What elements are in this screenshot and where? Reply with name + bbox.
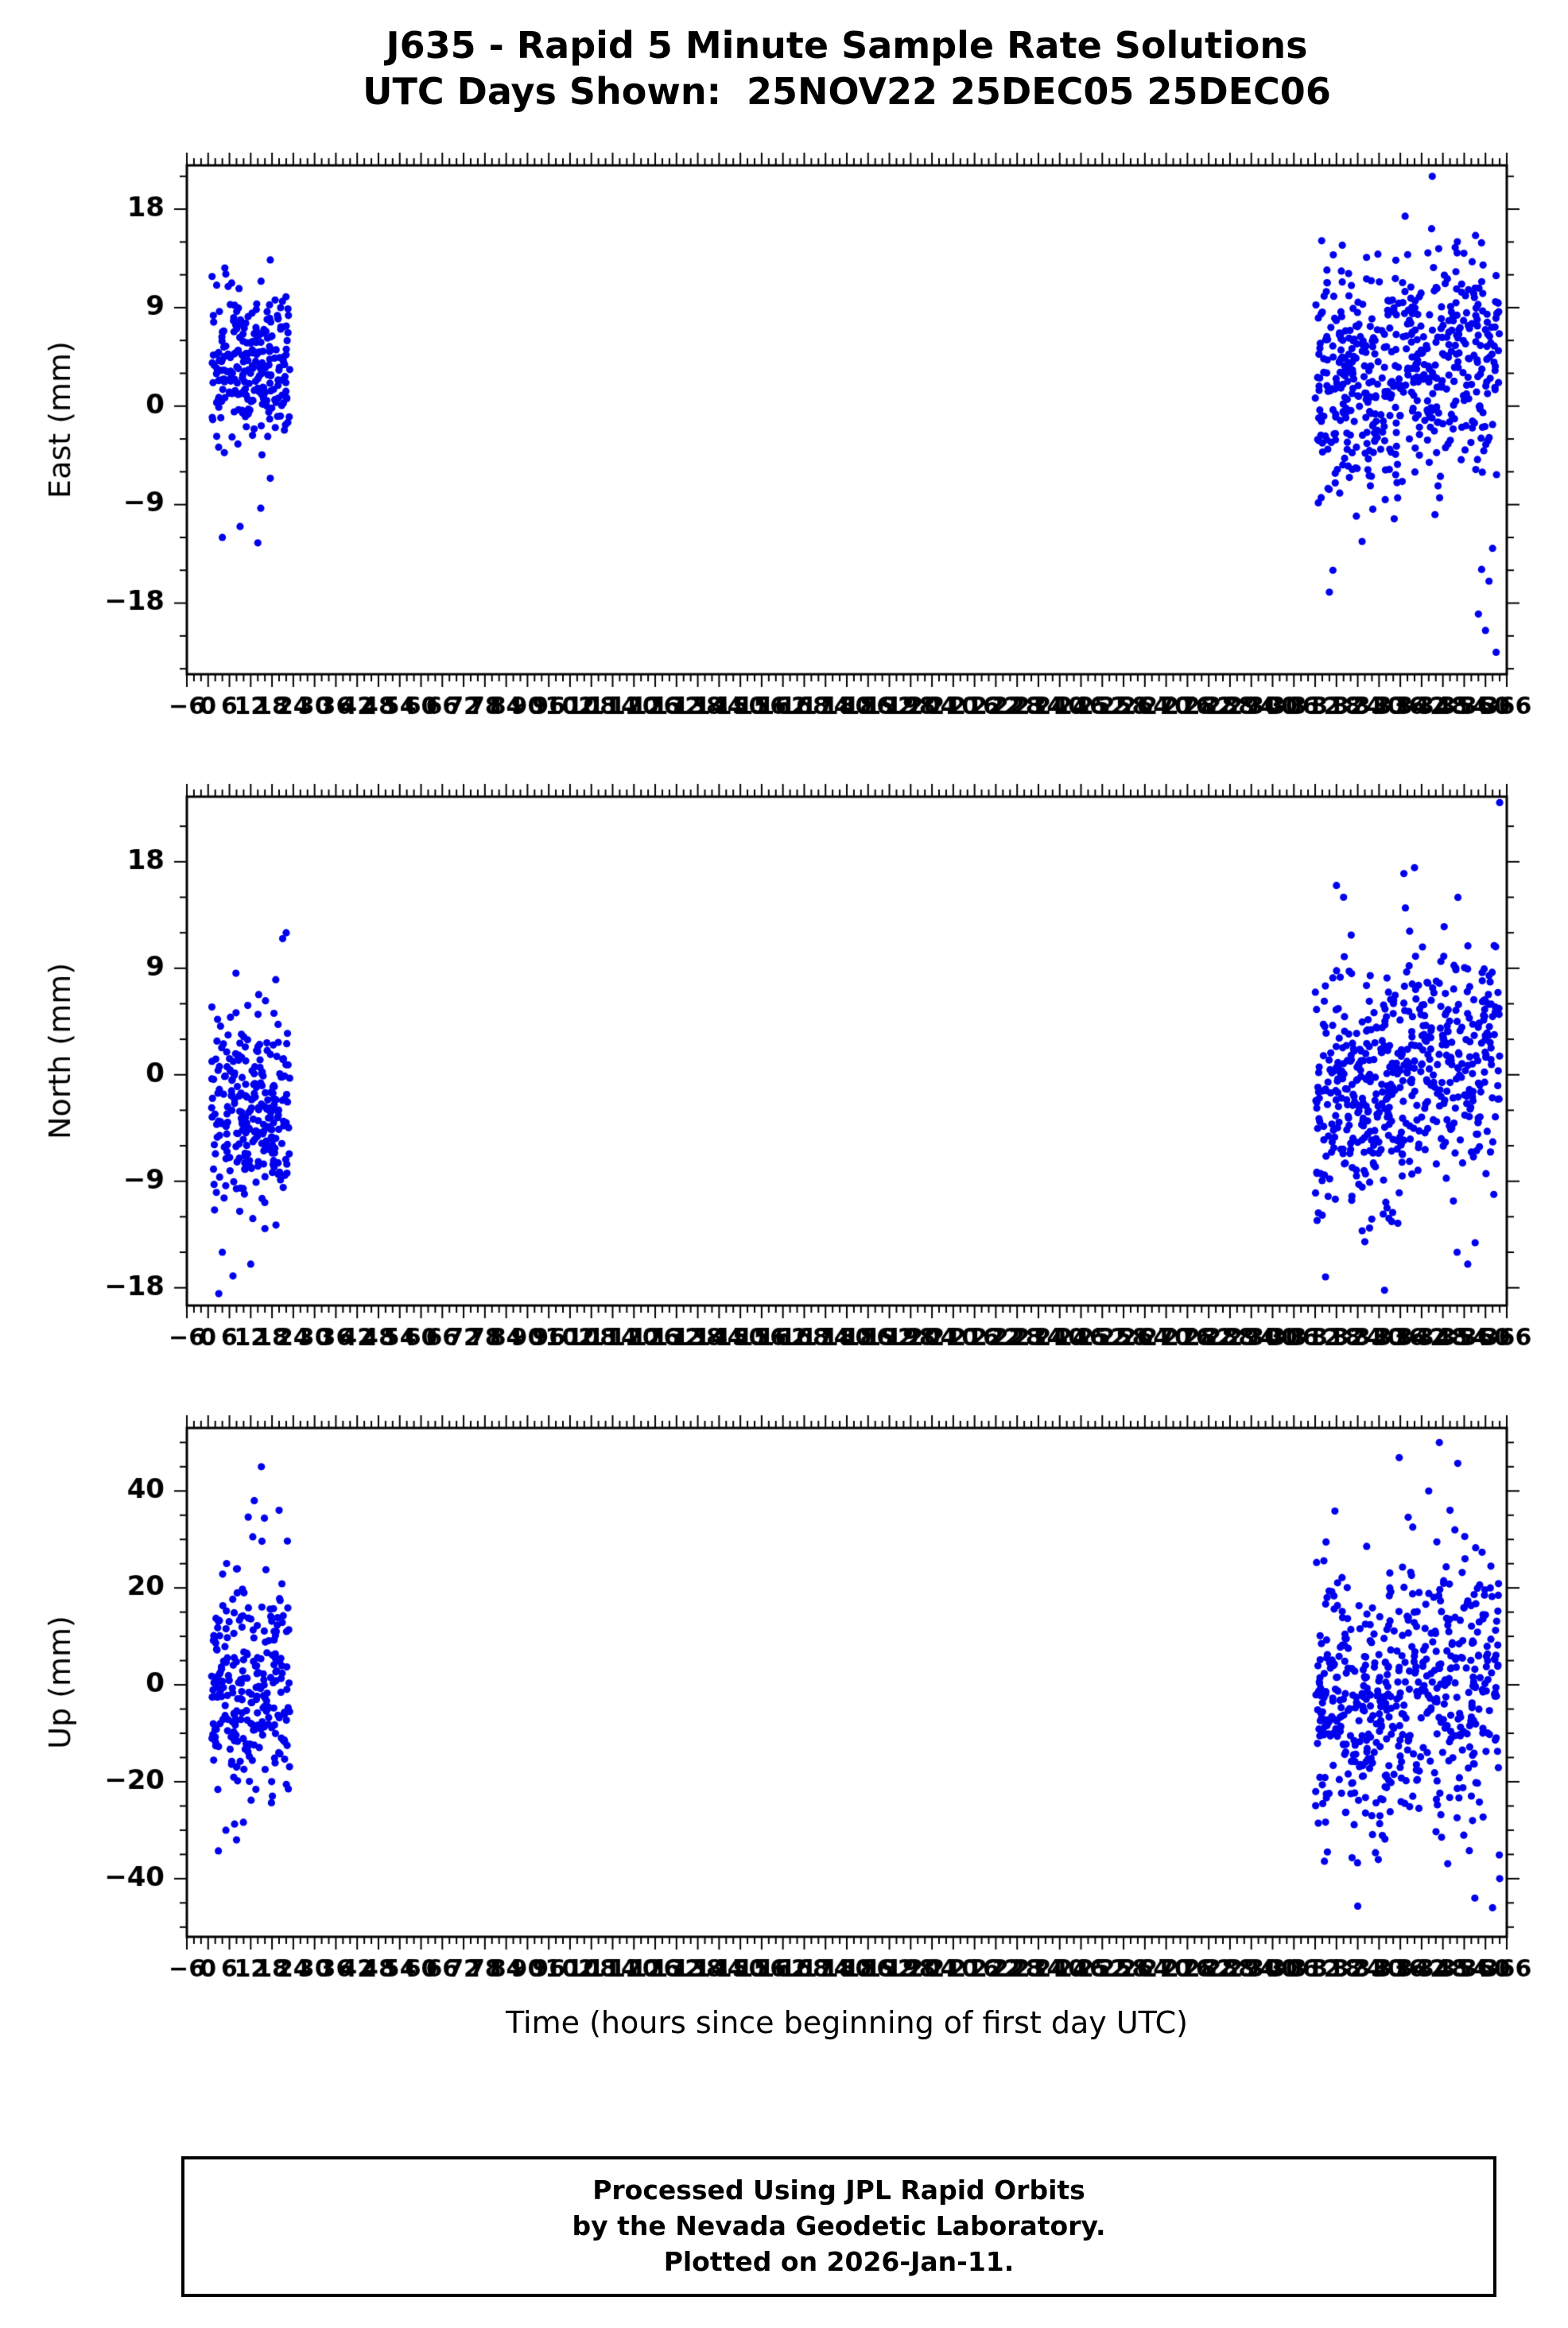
footer-processing-line: Processed Using JPL Rapid Orbits — [592, 2175, 1085, 2206]
up-scatter-plot — [0, 1410, 1568, 2000]
chart-title-block: J635 - Rapid 5 Minute Sample Rate Soluti… — [187, 0, 1507, 114]
footer-date-line: Plotted on 2026-Jan-11. — [663, 2246, 1015, 2277]
chart-subtitle-utc-days: UTC Days Shown: 25NOV22 25DEC05 25DEC06 — [363, 70, 1331, 113]
x-axis-title: Time (hours since beginning of first day… — [506, 2005, 1188, 2040]
footer-lab-line: by the Nevada Geodetic Laboratory. — [572, 2210, 1106, 2241]
processing-info-box: Processed Using JPL Rapid Orbits by the … — [181, 2156, 1496, 2297]
north-scatter-plot — [0, 779, 1568, 1369]
east-scatter-plot — [0, 148, 1568, 738]
chart-title: J635 - Rapid 5 Minute Sample Rate Soluti… — [386, 24, 1308, 67]
